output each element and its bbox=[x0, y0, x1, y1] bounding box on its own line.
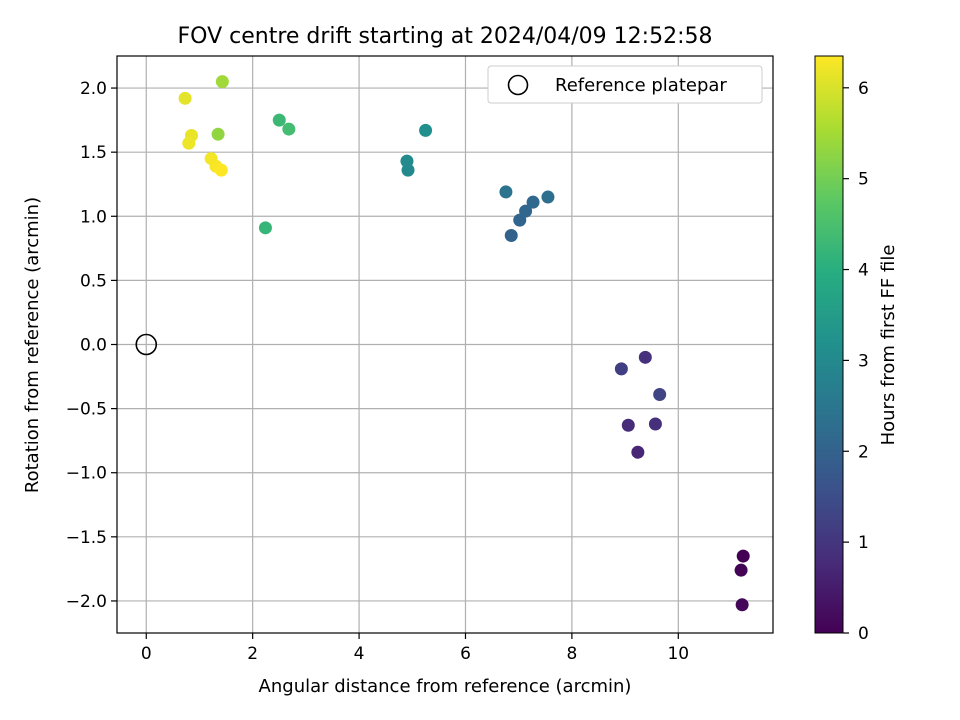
data-point bbox=[215, 75, 229, 89]
colorbar-tick-label: 3 bbox=[858, 351, 869, 371]
colorbar: 0 1 2 3 4 5 6 Hours from first FF file bbox=[814, 55, 899, 644]
colorbar-tick-label: 6 bbox=[858, 79, 869, 99]
data-point bbox=[182, 136, 196, 150]
data-point bbox=[419, 123, 433, 137]
data-point bbox=[734, 563, 748, 577]
colorbar-tick-label: 0 bbox=[858, 624, 869, 644]
y-tick-label: 0.0 bbox=[80, 336, 107, 356]
y-tick-label: −1.0 bbox=[66, 464, 107, 484]
y-tick-label: −1.5 bbox=[66, 528, 107, 548]
x-tick-label: 4 bbox=[354, 644, 365, 664]
y-tick-label: 1.5 bbox=[80, 143, 107, 163]
data-point bbox=[541, 190, 555, 204]
data-point bbox=[272, 113, 286, 127]
data-point bbox=[400, 154, 414, 168]
y-tick-label: 2.0 bbox=[80, 79, 107, 99]
data-point bbox=[631, 445, 645, 459]
data-point bbox=[621, 418, 635, 432]
data-point bbox=[638, 350, 652, 364]
x-tick-label: 8 bbox=[566, 644, 577, 664]
x-tick-label: 2 bbox=[247, 644, 258, 664]
grid-lines bbox=[117, 56, 773, 633]
data-point bbox=[499, 185, 513, 199]
data-point bbox=[614, 362, 628, 376]
legend-label: Reference platepar bbox=[555, 75, 727, 96]
data-point bbox=[282, 122, 296, 136]
colorbar-label: Hours from first FF file bbox=[878, 245, 899, 446]
colorbar-tick-label: 2 bbox=[858, 442, 869, 462]
data-point bbox=[519, 204, 533, 218]
legend-marker-icon bbox=[507, 74, 529, 96]
data-point bbox=[504, 229, 518, 243]
data-point bbox=[258, 221, 272, 235]
y-axis-label: Rotation from reference (arcmin) bbox=[22, 197, 43, 493]
legend: Reference platepar bbox=[487, 65, 763, 104]
data-point bbox=[648, 417, 662, 431]
x-tick-label: 0 bbox=[141, 644, 152, 664]
x-axis-ticks: 0 2 4 6 8 10 bbox=[141, 633, 689, 664]
data-point bbox=[736, 549, 750, 563]
colorbar-tick-label: 1 bbox=[858, 533, 869, 553]
data-point bbox=[653, 388, 667, 402]
legend-box bbox=[487, 65, 763, 104]
colorbar-gradient bbox=[814, 55, 844, 634]
colorbar-tick-label: 4 bbox=[858, 261, 869, 281]
x-tick-label: 6 bbox=[460, 644, 471, 664]
y-tick-label: 0.5 bbox=[80, 271, 107, 291]
data-points bbox=[178, 75, 750, 612]
data-point bbox=[735, 598, 749, 612]
data-point bbox=[526, 195, 540, 209]
data-point bbox=[211, 127, 225, 141]
data-point bbox=[214, 163, 228, 177]
colorbar-tick-label: 5 bbox=[858, 170, 869, 190]
x-tick-label: 10 bbox=[667, 644, 689, 664]
y-axis-ticks: −2.0 −1.5 −1.0 −0.5 0.0 0.5 1.0 1.5 2.0 bbox=[66, 79, 117, 612]
colorbar-ticks: 0 1 2 3 4 5 6 bbox=[843, 79, 869, 644]
y-tick-label: −0.5 bbox=[66, 400, 107, 420]
y-tick-label: 1.0 bbox=[80, 207, 107, 227]
y-tick-label: −2.0 bbox=[66, 592, 107, 612]
reference-marker bbox=[135, 333, 158, 356]
chart-title: FOV centre drift starting at 2024/04/09 … bbox=[178, 24, 713, 49]
x-axis-label: Angular distance from reference (arcmin) bbox=[259, 676, 632, 697]
data-point bbox=[178, 91, 192, 105]
